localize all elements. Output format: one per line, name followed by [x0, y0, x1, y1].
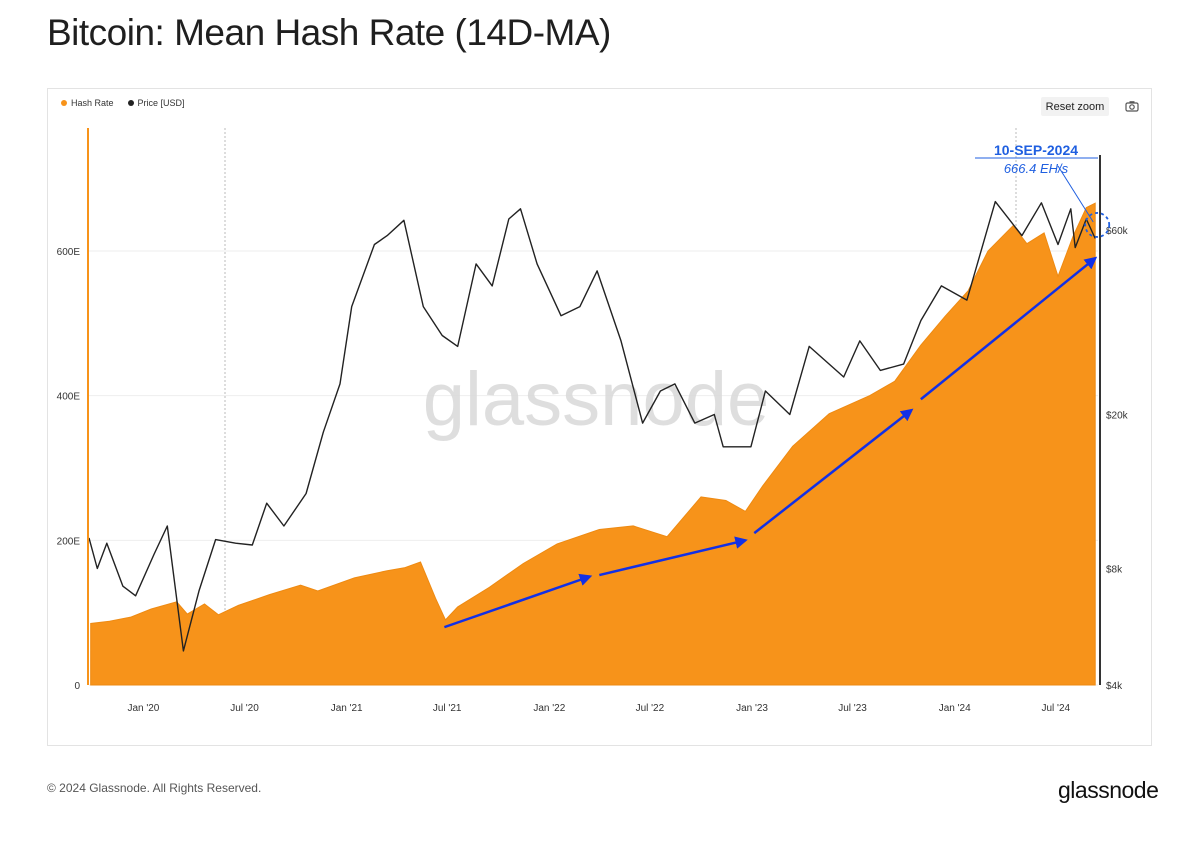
y-right-tick-label: $60k	[1106, 226, 1129, 237]
chart-legend: Hash Rate Price [USD]	[61, 98, 185, 108]
legend-dot-hash-rate	[61, 100, 67, 106]
x-tick-label: Jan '24	[939, 703, 971, 714]
annotation-date: 10-SEP-2024	[994, 142, 1078, 158]
trend-arrow-4	[920, 256, 1098, 401]
watermark-text: glassnode	[423, 357, 770, 442]
x-tick-label: Jul '21	[433, 703, 462, 714]
trend-arrow-1	[443, 573, 593, 629]
series-hash-rate-area	[90, 202, 1096, 686]
trend-arrow-2	[599, 536, 748, 577]
legend-label-hash-rate: Hash Rate	[71, 98, 114, 108]
x-tick-label: Jan '20	[127, 703, 159, 714]
legend-item-hash-rate[interactable]: Hash Rate	[61, 98, 114, 108]
series-price-line	[88, 200, 1096, 652]
y-right-tick-label: $20k	[1106, 411, 1129, 422]
x-tick-label: Jul '23	[838, 703, 867, 714]
x-tick-label: Jul '20	[230, 703, 259, 714]
annotation-circle	[1084, 212, 1111, 238]
x-tick-label: Jan '23	[736, 703, 768, 714]
trend-arrow-3	[753, 408, 914, 535]
legend-item-price[interactable]: Price [USD]	[127, 98, 185, 108]
x-tick-label: Jan '22	[533, 703, 565, 714]
x-tick-label: Jul '22	[636, 703, 665, 714]
copyright-text: © 2024 Glassnode. All Rights Reserved.	[47, 781, 262, 795]
x-tick-label: Jan '21	[331, 703, 363, 714]
y-left-tick-label: 400E	[57, 392, 81, 403]
page-title: Bitcoin: Mean Hash Rate (14D-MA)	[47, 12, 611, 53]
y-left-tick-label: 200E	[57, 536, 81, 547]
chart-panel	[47, 88, 1152, 746]
y-left-tick-label: 600E	[57, 247, 81, 258]
legend-dot-price	[127, 100, 134, 106]
reset-zoom-button[interactable]: Reset zoom	[1041, 97, 1109, 116]
annotation-value: 666.4 EH/s	[1004, 161, 1069, 176]
y-right-tick-label: $4k	[1106, 681, 1123, 692]
x-tick-label: Jul '24	[1041, 703, 1070, 714]
legend-label-price: Price [USD]	[137, 98, 185, 108]
annotation-leader-line	[1057, 165, 1094, 223]
camera-icon[interactable]	[1125, 100, 1139, 112]
y-left-tick-label: 0	[74, 681, 80, 692]
glassnode-logo: glassnode	[1058, 777, 1159, 803]
y-right-tick-label: $8k	[1106, 565, 1123, 576]
